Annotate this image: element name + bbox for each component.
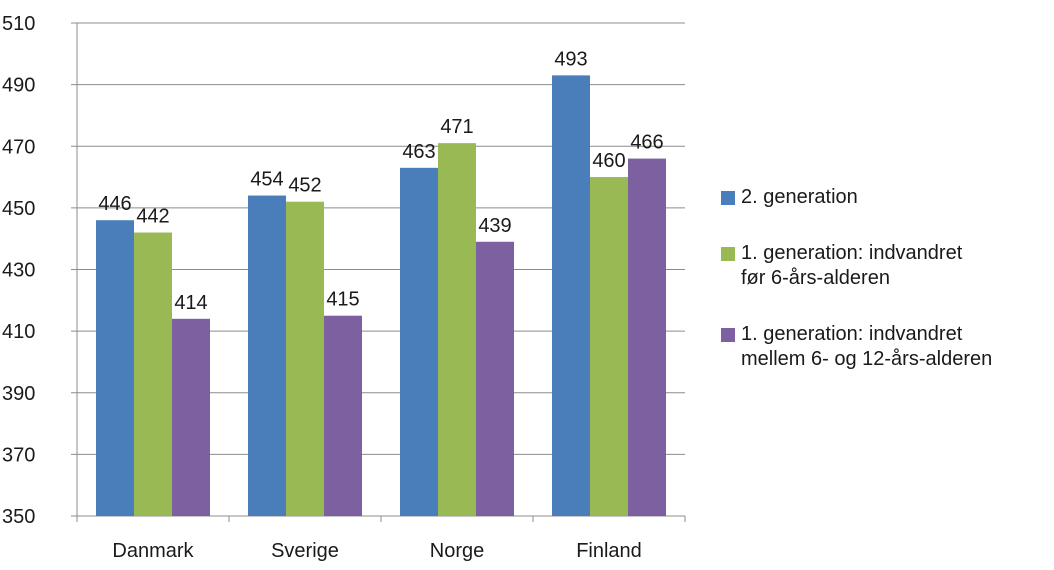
data-label-finland-series-2: 460 <box>592 150 625 172</box>
data-label-danmark-series-2: 442 <box>136 206 169 228</box>
legend-swatch-series-3 <box>721 328 735 342</box>
x-category-label-finland: Finland <box>576 540 642 562</box>
data-label-sverige-series-2: 452 <box>288 175 321 197</box>
y-tick-label-490: 490 <box>2 75 35 97</box>
y-tick-label-430: 430 <box>2 260 35 282</box>
legend-item-series-2: 1. generation: indvandret før 6-års-alde… <box>721 241 1051 291</box>
bar-norge-series-1 <box>400 167 438 516</box>
legend-item-series-1: 2. generation <box>721 185 1051 210</box>
bar-norge-series-3 <box>476 241 514 517</box>
data-label-finland-series-3: 466 <box>630 132 663 154</box>
y-tick-label-510: 510 <box>2 13 35 35</box>
legend-swatch-series-1 <box>721 191 735 205</box>
data-label-norge-series-2: 471 <box>440 116 473 138</box>
data-label-sverige-series-3: 415 <box>326 289 359 311</box>
bar-danmark-series-3 <box>172 318 210 516</box>
bar-finland-series-1 <box>552 75 590 516</box>
bar-finland-series-2 <box>590 177 628 516</box>
x-category-label-norge: Norge <box>430 540 484 562</box>
legend-label-series-1: 2. generation <box>741 186 858 208</box>
legend-swatch-series-2 <box>721 247 735 261</box>
legend-label-series-2: 1. generation: indvandret før 6-års-alde… <box>741 242 963 289</box>
y-tick-label-350: 350 <box>2 506 35 528</box>
bar-sverige-series-1 <box>248 195 286 517</box>
data-label-finland-series-1: 493 <box>554 48 587 70</box>
data-label-norge-series-3: 439 <box>478 215 511 237</box>
data-label-norge-series-1: 463 <box>402 141 435 163</box>
y-tick-label-450: 450 <box>2 198 35 220</box>
y-tick-label-370: 370 <box>2 444 35 466</box>
x-category-label-danmark: Danmark <box>112 540 194 562</box>
y-tick-label-410: 410 <box>2 321 35 343</box>
x-category-label-sverige: Sverige <box>271 540 339 562</box>
legend-label-series-3: 1. generation: indvandret mellem 6- og 1… <box>741 323 993 370</box>
bar-norge-series-2 <box>438 143 476 516</box>
data-label-danmark-series-3: 414 <box>174 292 207 314</box>
legend-item-series-3: 1. generation: indvandret mellem 6- og 1… <box>721 322 1051 372</box>
y-tick-label-470: 470 <box>2 136 35 158</box>
bar-finland-series-3 <box>628 158 666 516</box>
data-label-danmark-series-1: 446 <box>98 193 131 215</box>
bar-danmark-series-1 <box>96 220 134 516</box>
bar-sverige-series-3 <box>324 315 362 516</box>
y-tick-label-390: 390 <box>2 383 35 405</box>
bar-sverige-series-2 <box>286 201 324 516</box>
data-label-sverige-series-1: 454 <box>250 169 283 191</box>
bar-danmark-series-2 <box>134 232 172 516</box>
legend: 2. generation 1. generation: indvandret … <box>721 185 1051 372</box>
